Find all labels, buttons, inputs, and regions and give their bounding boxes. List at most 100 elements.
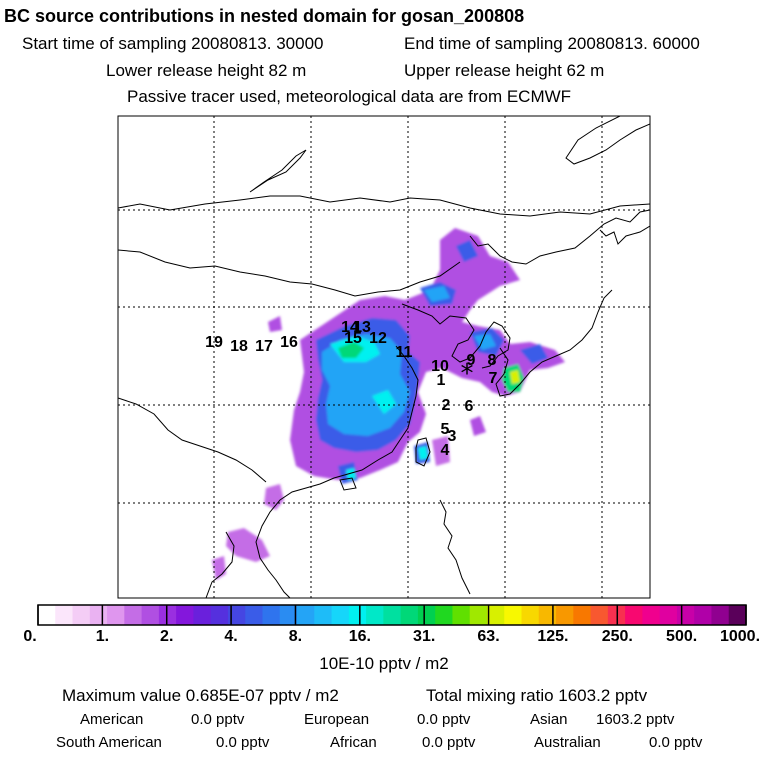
- colorbar-swatch: [728, 605, 747, 625]
- colorbar-units: 10E-10 pptv / m2: [319, 654, 449, 673]
- colorbar-swatch: [504, 605, 523, 625]
- concentration-field: [212, 228, 565, 580]
- colorbar-swatch: [55, 605, 74, 625]
- field-peak: [510, 370, 520, 384]
- colorbar-swatch: [158, 605, 177, 625]
- south-american-value: 0.0 pptv: [216, 734, 270, 751]
- colorbar-tick-label: 1000.: [719, 628, 761, 645]
- field-high-level: [418, 446, 428, 460]
- field-high-level: [424, 286, 450, 302]
- colorbar-swatch: [210, 605, 229, 625]
- asian-label: Asian: [530, 711, 568, 728]
- region-label: 3: [448, 428, 457, 445]
- colorbar-swatch: [141, 605, 160, 625]
- coastline: [469, 209, 650, 265]
- colorbar-swatch: [573, 605, 592, 625]
- colorbar-swatch: [538, 605, 557, 625]
- total-mixing-label: Total mixing ratio 1603.2 pptv: [426, 686, 648, 705]
- coastline: [401, 303, 511, 369]
- coastline: [339, 477, 357, 491]
- colorbar-tick-label: 8.: [288, 628, 303, 645]
- plot-frame: [117, 115, 651, 599]
- field-peak: [338, 342, 364, 358]
- asian-value: 1603.2 pptv: [596, 711, 675, 728]
- region-label: 5: [441, 421, 450, 438]
- colorbar-swatch: [400, 605, 419, 625]
- colorbar-swatch: [314, 605, 333, 625]
- colorbar-swatch: [262, 605, 281, 625]
- coastline: [249, 149, 307, 193]
- colorbar-swatch: [711, 605, 730, 625]
- colorbar-swatch: [625, 605, 643, 625]
- colorbar-swatch: [107, 605, 125, 625]
- colorbar-swatch: [72, 605, 91, 625]
- european-value: 0.0 pptv: [417, 711, 471, 728]
- european-label: European: [304, 711, 370, 728]
- field-low-level: [432, 436, 450, 466]
- colorbar-swatch: [556, 605, 574, 625]
- region-label: 17: [255, 338, 273, 355]
- field-low-level: [470, 416, 486, 436]
- field-high-level: [372, 390, 396, 414]
- region-label: 9: [467, 352, 476, 369]
- colorbar-swatch: [89, 605, 108, 625]
- region-label: 6: [465, 398, 474, 415]
- tracer-note: Passive tracer used, meteorological data…: [127, 87, 572, 106]
- australian-value: 0.0 pptv: [649, 734, 703, 751]
- colorbar-swatch: [124, 605, 143, 625]
- chart-title: BC source contributions in nested domain…: [4, 6, 525, 26]
- colorbar-swatch: [227, 605, 246, 625]
- colorbar-swatch: [694, 605, 713, 625]
- region-label: 8: [488, 352, 497, 369]
- colorbar-swatch: [590, 605, 609, 625]
- coastline: [439, 499, 471, 595]
- colorbar-swatch: [435, 605, 454, 625]
- american-label: American: [80, 711, 144, 728]
- graticule: [118, 116, 650, 598]
- max-value-label: Maximum value 0.685E-07 pptv / m2: [62, 686, 339, 705]
- coastline: [415, 437, 431, 467]
- australian-label: Australian: [534, 734, 601, 751]
- region-label: 14: [341, 319, 359, 336]
- colorbar-tick-label: 0.: [23, 628, 37, 645]
- region-label: 15: [344, 330, 362, 347]
- region-label: 19: [205, 334, 223, 351]
- field-mid-level: [520, 344, 548, 364]
- colorbar-swatch: [417, 605, 436, 625]
- colorbar-swatch: [366, 605, 384, 625]
- coastline: [565, 116, 650, 165]
- colorbar-swatch: [38, 605, 56, 625]
- region-label: 13: [353, 319, 371, 336]
- end-time-label: End time of sampling 20080813. 60000: [404, 34, 700, 53]
- colorbar-tick-label: 1.: [95, 628, 110, 645]
- region-label: 12: [369, 330, 387, 347]
- colorbar-tick-label: 2.: [160, 628, 174, 645]
- field-high-level: [346, 468, 356, 480]
- colorbar-swatch: [486, 605, 505, 625]
- receptor-marker: *: [461, 359, 474, 389]
- colorbar-tick-label: 125.: [537, 628, 569, 645]
- colorbar-swatch: [469, 605, 488, 625]
- region-label: 11: [396, 344, 413, 361]
- south-american-label: South American: [56, 734, 162, 751]
- colorbar-tick-label: 250.: [601, 628, 633, 645]
- colorbar-swatch: [245, 605, 264, 625]
- colorbar-swatch: [521, 605, 540, 625]
- african-value: 0.0 pptv: [422, 734, 476, 751]
- coastlines: [118, 116, 650, 598]
- start-time-label: Start time of sampling 20080813. 30000: [22, 34, 324, 53]
- colorbar-swatch: [383, 605, 402, 625]
- colorbar-swatch: [279, 605, 298, 625]
- colorbar-swatch: [348, 605, 367, 625]
- field-high-level: [474, 334, 496, 350]
- colorbar-tick-label: 500.: [666, 628, 698, 645]
- colorbar-swatch: [331, 605, 350, 625]
- field-low-level: [264, 484, 284, 510]
- colorbar-tick-label: 31.: [413, 628, 436, 645]
- coastline: [118, 397, 267, 483]
- colorbar-swatch: [676, 605, 695, 625]
- african-label: African: [330, 734, 377, 751]
- colorbar-tick-label: 16.: [348, 628, 371, 645]
